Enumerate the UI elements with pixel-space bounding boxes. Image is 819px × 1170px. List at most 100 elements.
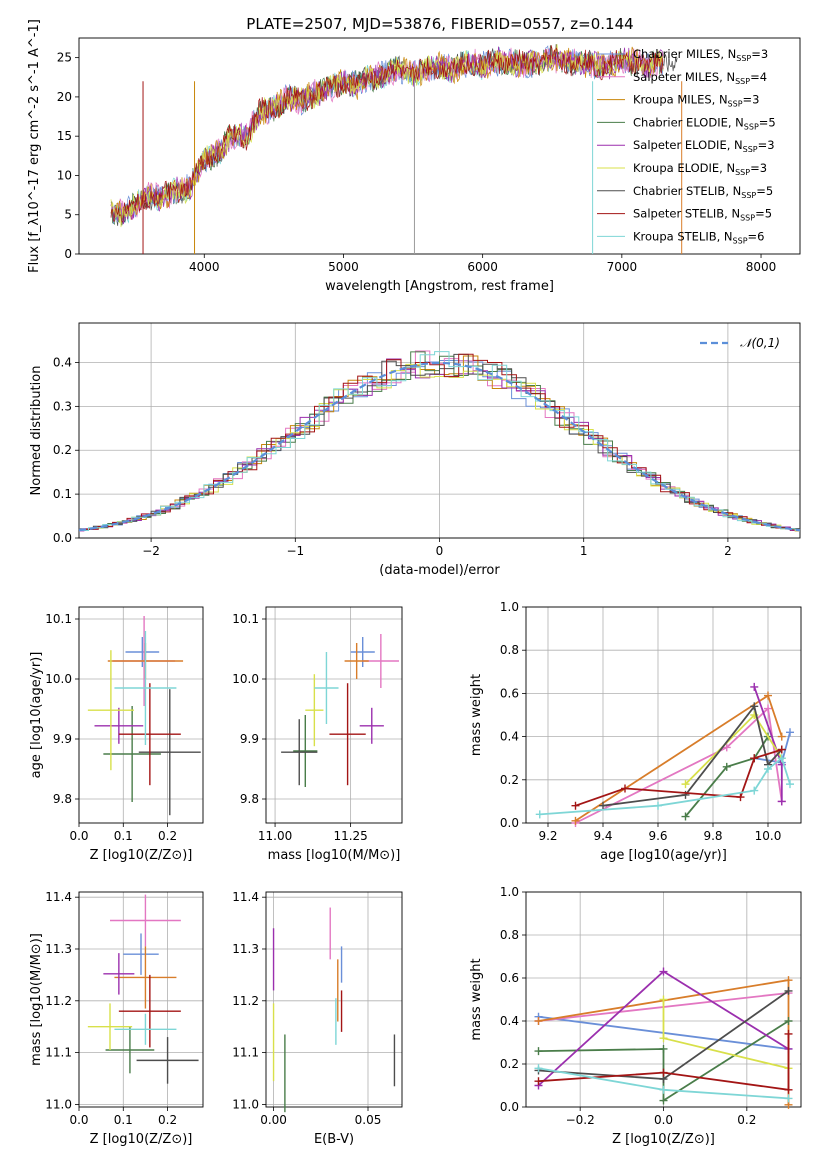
weight-point-marker: [681, 812, 690, 821]
weight-point-marker: [534, 1077, 543, 1086]
errorbar-point: [103, 706, 161, 802]
x-tick-label: 0.0: [69, 1113, 88, 1127]
legend-suffix: =5: [755, 207, 772, 221]
y-tick-label: 10.1: [45, 612, 72, 626]
errorbar-point: [293, 715, 318, 787]
legend-subscript: SSP: [735, 77, 750, 86]
y-tick-label: 9.8: [240, 792, 259, 806]
x-tick-label: 0.2: [158, 829, 177, 843]
normal-reference-curve: [78, 361, 801, 532]
weight-point-marker: [777, 732, 786, 741]
x-tick-label: 11.25: [333, 829, 367, 843]
axes-frame: [78, 322, 801, 539]
x-axis-label: wavelength [Angstrom, rest frame]: [325, 279, 554, 294]
errorbar-point: [118, 974, 181, 1048]
y-tick-label: 0.2: [500, 773, 519, 787]
y-tick-label: 11.0: [232, 1097, 259, 1111]
y-tick-label: 0.2: [500, 1057, 519, 1071]
x-tick-label: 0.1: [114, 1113, 133, 1127]
weight-vs-Z-panel: −0.2 0.0 0.2 0.0 0.2 0.4 0.6 0.8 1.0 Z [log10(Z/Z…: [469, 885, 802, 1147]
x-tick-label: 0.0: [654, 1113, 673, 1127]
weight-point-marker: [571, 816, 580, 825]
legend-entry: Chabrier STELIB, NSSP=5: [633, 184, 773, 200]
x-tick-label: 0.05: [355, 1113, 382, 1127]
y-axis-label: Normed distribution: [29, 366, 44, 496]
legend-entry: Chabrier MILES, NSSP=3: [633, 47, 768, 63]
legend-subscript: SSP: [741, 191, 756, 200]
weight-point-marker: [750, 754, 759, 763]
y-tick-label: 0.8: [500, 643, 519, 657]
y-axis-label: mass weight: [469, 674, 484, 756]
weight-point-marker: [750, 786, 759, 795]
y-tick-label: 11.0: [45, 1097, 72, 1111]
errorbar-point: [114, 1013, 177, 1045]
y-tick-label: 11.3: [232, 942, 259, 956]
weight-series-line: [538, 1033, 790, 1091]
errorbar-point: [125, 637, 160, 667]
weight-point-marker: [764, 704, 772, 713]
y-tick-label: 11.2: [232, 994, 259, 1008]
y-tick-label: 11.4: [232, 890, 259, 904]
legend-subscript: SSP: [736, 54, 751, 63]
y-tick-label: 0.0: [500, 1100, 519, 1114]
weight-point-marker: [659, 995, 668, 1004]
weight-vs-age-panel: 9.2 9.4 9.6 9.8 10.0 0.0 0.2 0.4 0.6 0.8 1.0 age [l…: [469, 600, 802, 863]
axes-frame: [78, 891, 204, 1108]
weight-point-marker: [599, 801, 607, 810]
x-tick-label: 0.1: [114, 829, 133, 843]
histogram-series: [79, 353, 800, 533]
spectrum-line: [110, 45, 664, 223]
legend-suffix: =3: [758, 138, 775, 152]
x-tick-label: 2: [724, 544, 732, 558]
errorbar-point: [114, 631, 177, 745]
legend-label: Kroupa STELIB, N: [633, 229, 733, 243]
legend-label: Kroupa MILES, N: [633, 93, 728, 107]
histogram-series: [79, 351, 800, 531]
weight-point-marker: [659, 1068, 668, 1077]
x-axis-label: mass [log10(M/M⊙)]: [268, 848, 401, 863]
x-axis-label: age [log10(age/yr)]: [600, 848, 727, 863]
weight-series-line: [575, 706, 783, 824]
errorbar-point: [359, 707, 384, 744]
y-tick-label: 1.0: [500, 885, 519, 899]
x-tick-label: 11.00: [258, 829, 292, 843]
errorbar-point: [329, 683, 366, 786]
weight-series-line: [684, 736, 769, 818]
axes-frame: [78, 37, 801, 255]
y-axis-label: mass weight: [469, 958, 484, 1040]
weight-point-marker: [722, 762, 731, 771]
y-tick-label: 0.0: [500, 816, 519, 830]
weight-point-marker: [722, 743, 731, 752]
x-axis-label: E(B-V): [314, 1132, 354, 1147]
legend-suffix: =4: [750, 70, 767, 84]
legend-suffix: =3: [743, 93, 760, 107]
spectrum-line: [110, 46, 664, 225]
x-tick-label: −0.2: [566, 1113, 595, 1127]
legend-subscript: SSP: [735, 168, 750, 177]
weight-point-marker: [534, 1064, 543, 1073]
weight-point-marker: [784, 1085, 793, 1094]
age-vs-mass-panel: 11.00 11.25 9.8 9.9 10.0 10.1 mass [log10(M/M⊙…: [232, 606, 403, 863]
x-tick-label: 9.2: [538, 829, 557, 843]
figure-title: PLATE=2507, MJD=53876, FIBERID=0557, z=0…: [246, 15, 633, 33]
legend-subscript: SSP: [733, 236, 748, 245]
legend-suffix: =6: [748, 229, 765, 243]
legend-label: Salpeter MILES, N: [633, 70, 735, 84]
y-tick-label: 9.8: [53, 792, 72, 806]
weight-point-marker: [659, 1034, 668, 1043]
weight-point-marker: [777, 754, 786, 763]
x-tick-label: 10.0: [755, 829, 782, 843]
weight-point-marker: [535, 810, 544, 819]
y-tick-label: 10.1: [232, 612, 259, 626]
mass-vs-Z-panel: 0.0 0.1 0.2 11.0 11.1 11.2 11.3 11.4 Z [log10(Z/…: [29, 890, 204, 1147]
y-tick-label: 0.1: [53, 487, 72, 501]
spectrum-line: [110, 44, 664, 228]
axes-frame: [78, 606, 204, 824]
errorbar-point: [136, 1037, 199, 1084]
axes-frame: [265, 891, 403, 1108]
weight-point-marker: [750, 682, 759, 691]
y-tick-label: 11.2: [45, 994, 72, 1008]
y-axis-label: mass [log10(M/M⊙)]: [29, 933, 44, 1066]
legend-suffix: =5: [759, 115, 776, 129]
weight-point-marker: [777, 797, 786, 806]
